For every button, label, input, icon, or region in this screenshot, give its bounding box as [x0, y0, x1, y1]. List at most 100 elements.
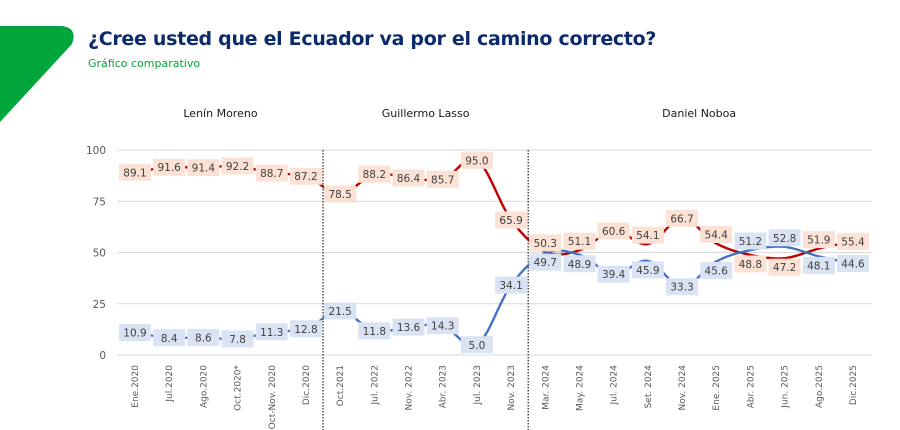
data-label: 49.7 — [534, 257, 557, 269]
data-label-bg — [221, 157, 254, 175]
data-label: 91.4 — [192, 163, 216, 175]
data-label: 95.0 — [465, 155, 488, 167]
data-label: 10.9 — [123, 328, 146, 340]
data-label-bg — [666, 278, 699, 296]
x-tick-label: May. 2024 — [575, 365, 585, 411]
data-label: 44.6 — [841, 259, 865, 271]
data-label-bg — [426, 317, 459, 335]
x-tick-label: Oct.2021 — [336, 365, 346, 406]
data-label-bg — [631, 226, 664, 244]
data-label: 51.2 — [739, 236, 762, 248]
data-label-bg — [597, 265, 630, 283]
y-tick-label: 0 — [99, 350, 106, 362]
x-tick-label: Nov. 2022 — [405, 365, 415, 411]
page-title: ¿Cree usted que el Ecuador va por el cam… — [88, 28, 657, 50]
data-label-bg — [631, 261, 664, 279]
data-label-bg — [802, 256, 835, 274]
data-label: 48.8 — [739, 259, 762, 271]
data-label-bg — [426, 170, 459, 188]
data-label-bg — [529, 234, 562, 252]
data-label-bg — [837, 232, 869, 250]
x-tick-label: Abr. 2023 — [439, 365, 449, 408]
data-label-bg — [495, 211, 528, 229]
data-label: 89.1 — [123, 167, 146, 179]
data-label-bg — [324, 302, 357, 320]
data-label: 65.9 — [499, 215, 522, 227]
data-label-bg — [734, 255, 767, 273]
data-label-bg — [460, 336, 493, 354]
data-label: 50.3 — [534, 238, 557, 250]
y-tick-label: 100 — [86, 145, 106, 157]
data-label-bg — [255, 323, 288, 341]
x-tick-label: Nov. 2024 — [678, 365, 688, 411]
x-tick-label: Jul. 2023 — [473, 365, 483, 406]
data-label-bg — [768, 258, 801, 276]
data-label-bg — [324, 185, 357, 203]
data-label: 39.4 — [602, 269, 626, 281]
data-label: 48.1 — [807, 260, 830, 272]
data-label: 11.8 — [363, 326, 386, 338]
data-label: 11.3 — [260, 327, 283, 339]
data-label: 13.6 — [397, 322, 421, 334]
data-label: 51.9 — [807, 235, 830, 247]
data-label: 87.2 — [294, 171, 317, 183]
series-line-0 — [134, 157, 854, 260]
data-label-bg — [802, 231, 835, 249]
data-label: 88.2 — [363, 169, 386, 181]
x-tick-label: Jun. 2025 — [781, 365, 791, 409]
data-label: 52.8 — [773, 233, 796, 245]
data-label: 7.8 — [229, 334, 246, 346]
data-label: 45.9 — [636, 265, 659, 277]
data-label: 45.6 — [705, 266, 729, 278]
series-line-1 — [134, 245, 854, 348]
x-tick-label: Jul. 2022 — [370, 365, 380, 406]
x-tick-label: Oct.2020* — [234, 365, 244, 411]
data-label: 47.2 — [773, 262, 796, 274]
data-label-bg — [153, 329, 186, 347]
data-label: 88.7 — [260, 168, 283, 180]
data-label: 5.0 — [469, 340, 486, 352]
data-label: 92.2 — [226, 161, 249, 173]
data-label-bg — [597, 222, 630, 240]
x-tick-label: Set. 2024 — [644, 365, 654, 409]
x-tick-label: Jul.2020 — [165, 365, 175, 403]
data-label-bg — [460, 151, 493, 169]
data-label: 85.7 — [431, 174, 454, 186]
y-tick-label: 25 — [93, 299, 106, 311]
data-label-bg — [700, 225, 733, 243]
data-label-bg — [392, 318, 425, 336]
data-label-bg — [153, 158, 186, 176]
data-label: 8.6 — [195, 332, 212, 344]
data-label: 14.3 — [431, 321, 454, 333]
x-tick-label: Ago.2025 — [815, 365, 825, 408]
data-label-bg — [289, 167, 322, 185]
data-label: 21.5 — [328, 306, 351, 318]
data-label-bg — [768, 229, 801, 247]
data-label: 54.1 — [636, 230, 659, 242]
data-label: 55.4 — [841, 236, 865, 248]
page-subtitle: Gráfico comparativo — [88, 57, 201, 70]
x-tick-label: Mar. 2024 — [541, 365, 551, 410]
x-tick-label: Nov. 2023 — [507, 365, 517, 411]
data-label: 66.7 — [670, 213, 693, 225]
x-tick-label: Ene.2020 — [131, 365, 141, 408]
data-label-bg — [392, 169, 425, 187]
data-label-bg — [358, 165, 391, 183]
data-label-bg — [221, 330, 254, 348]
data-label: 51.1 — [568, 236, 591, 248]
period-label: Guillermo Lasso — [382, 107, 470, 120]
data-label-bg — [529, 253, 562, 271]
data-label: 12.8 — [294, 324, 317, 336]
data-label-bg — [289, 320, 322, 338]
data-label-bg — [187, 328, 220, 346]
data-label: 8.4 — [161, 333, 178, 345]
period-label: Daniel Noboa — [662, 107, 736, 120]
x-tick-label: Dic.2020 — [302, 365, 312, 405]
data-label-bg — [495, 276, 528, 294]
data-label: 33.3 — [670, 282, 693, 294]
period-label: Lenín Moreno — [183, 107, 257, 120]
data-label-bg — [358, 322, 391, 340]
data-label-bg — [119, 163, 151, 181]
data-label-bg — [734, 232, 767, 250]
